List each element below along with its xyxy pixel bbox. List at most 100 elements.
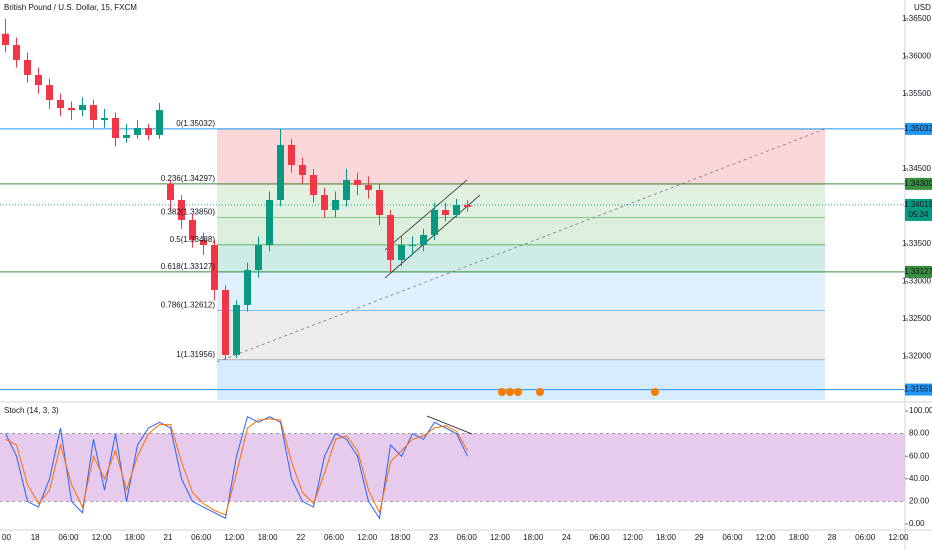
candle-body (277, 144, 284, 200)
channel-line (384, 194, 481, 279)
x-tick-label: 18:00 (789, 533, 810, 542)
candle-body (13, 45, 20, 60)
candle-body (156, 110, 163, 136)
stoch-pane (0, 410, 908, 525)
candle-body (167, 183, 174, 200)
event-icon (498, 388, 506, 396)
fib-zones (217, 128, 825, 400)
fib-label: 0(1.35032) (176, 119, 215, 128)
fib-label: 0.618(1.33127) (161, 262, 216, 271)
y-tick-label: 1.33500 (902, 239, 931, 248)
trend-line (216, 128, 826, 363)
fib-zone (217, 244, 825, 272)
stoch-line (5, 415, 468, 520)
fib-zone (217, 217, 825, 245)
price-tag (905, 265, 932, 278)
x-tick-label: 18:00 (125, 533, 146, 542)
candle-body (409, 245, 416, 247)
fib-zone (217, 310, 825, 360)
candle-body (310, 175, 317, 196)
candle-body (90, 104, 97, 120)
stoch-band (0, 433, 905, 502)
candle-body (321, 195, 328, 210)
x-tick-label: 12:00 (888, 533, 909, 542)
stoch-title: Stoch (14, 3, 3) (4, 406, 59, 415)
x-tick-label: 06:00 (324, 533, 345, 542)
candle-body (299, 165, 306, 176)
candle-body (123, 135, 130, 139)
x-tick-label: 12:00 (490, 533, 511, 542)
price-tag (905, 383, 932, 396)
price-tag-label: 1.34300 (904, 179, 932, 188)
fib-zone (217, 271, 825, 311)
candle-body (112, 117, 119, 139)
candle-body (354, 179, 361, 185)
x-tick-label: 18:00 (258, 533, 279, 542)
candle-body (233, 304, 240, 355)
x-tick-label: 12:00 (224, 533, 245, 542)
y-tick-label: 1.32500 (902, 314, 931, 323)
x-tick-label: 06:00 (722, 533, 743, 542)
candle-body (101, 117, 108, 120)
axes: 1.36500 1.36000 1.35500 1.34500 1.33500 1.330… (2, 14, 932, 542)
candle-body (2, 33, 9, 46)
stoch-tick-label: 0.00 (909, 519, 925, 528)
y-tick-label: 1.36000 (902, 51, 931, 60)
x-tick-label: 18:00 (523, 533, 544, 542)
channel-line (384, 179, 468, 251)
candle-body (200, 240, 207, 246)
y-tick-label: 1.34500 (902, 164, 931, 173)
candle-body (464, 205, 471, 207)
candle-body (222, 289, 229, 355)
stoch-tick-label: 40.00 (909, 474, 930, 483)
price-tag-label: 1.35032 (904, 124, 932, 133)
y-tick-label: 1.36500 (902, 14, 931, 23)
x-tick-label: 18:00 (656, 533, 677, 542)
candles (2, 18, 471, 360)
candle-body (79, 104, 86, 111)
x-tick-label: 23 (429, 533, 438, 542)
x-tick-label: 12:00 (623, 533, 644, 542)
candle-body (266, 200, 273, 246)
candle-body (178, 200, 185, 220)
y-tick-label: 1.32000 (902, 352, 931, 361)
chart-title: British Pound / U.S. Dollar, 15, FXCM (4, 3, 137, 12)
x-tick-label: 22 (296, 533, 305, 542)
fib-label: 0.5(1.33488) (170, 235, 216, 244)
candle-body (365, 184, 372, 191)
fib-zone (217, 128, 825, 185)
candle-body (420, 234, 427, 246)
x-tick-label: 06:00 (191, 533, 212, 542)
fib-label: 0.382(1.33850) (161, 208, 216, 217)
x-tick-label: 28 (828, 533, 837, 542)
stoch-tick-label: 100.00 (909, 406, 932, 415)
candle-body (332, 200, 339, 210)
candle-body (343, 179, 350, 200)
stoch-trend-line (426, 415, 473, 435)
x-tick-label: 00 (2, 533, 11, 542)
event-icon (651, 388, 659, 396)
event-icons (498, 388, 659, 396)
candle-body (255, 245, 262, 271)
price-tag (905, 122, 932, 135)
price-tag (905, 177, 932, 190)
candle-body (24, 59, 31, 75)
candle-body (387, 215, 394, 260)
event-icon (514, 388, 522, 396)
candle-body (46, 85, 53, 100)
x-tick-label: 18 (31, 533, 40, 542)
price-tag-label: 1.33127 (904, 267, 932, 276)
x-tick-label: 24 (562, 533, 571, 542)
candle-body (376, 190, 383, 216)
candle-body (68, 107, 75, 111)
stoch-tick-label: 60.00 (909, 451, 930, 460)
price-tag-label: 1.31559 (904, 385, 932, 394)
current-price-label: 1.34019 (904, 200, 932, 209)
candle-body (211, 245, 218, 290)
candle-body (453, 205, 460, 216)
fib-zone (217, 184, 825, 218)
candle-body (57, 99, 64, 108)
x-tick-label: 06:00 (457, 533, 478, 542)
x-tick-label: 29 (695, 533, 704, 542)
